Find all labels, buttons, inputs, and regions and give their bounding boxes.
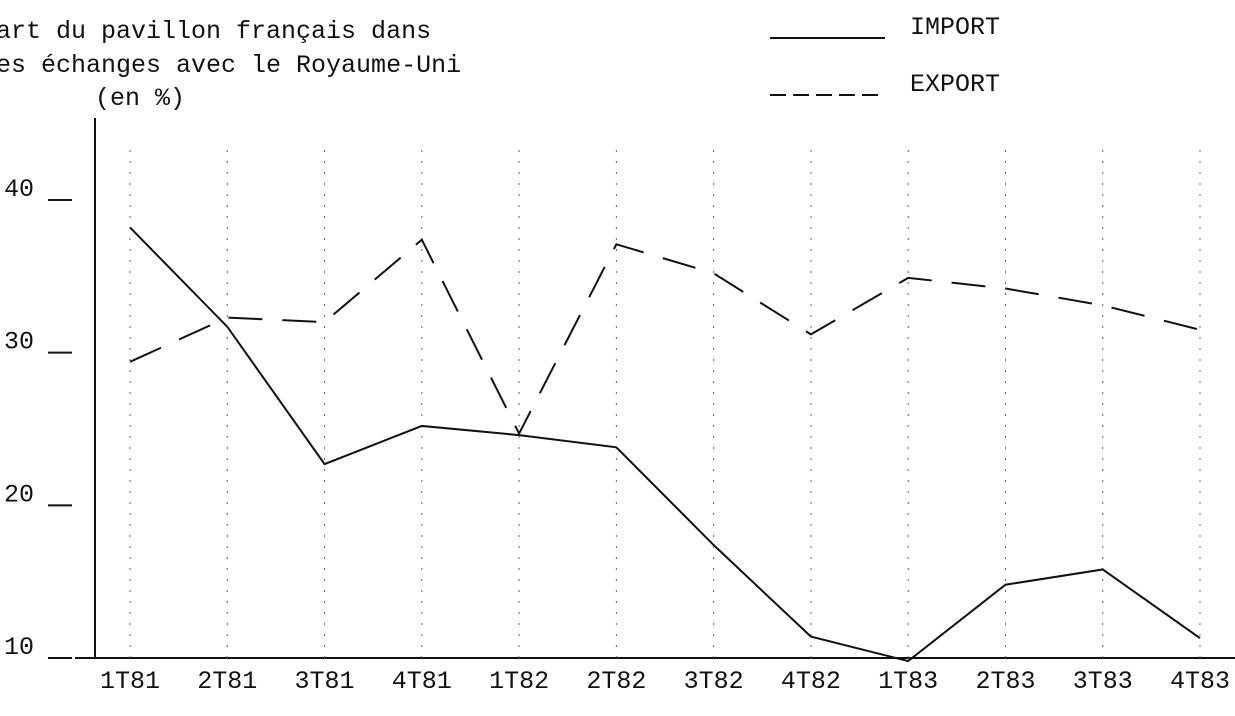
y-tick-label: 10 <box>4 633 34 662</box>
x-tick-label: 2T82 <box>586 667 646 696</box>
legend-label: IMPORT <box>910 13 1000 42</box>
legend-label: EXPORT <box>910 70 1000 99</box>
x-tick-label: 3T83 <box>1073 667 1133 696</box>
series-line <box>129 226 1201 663</box>
x-tick-label: 2T81 <box>197 667 257 696</box>
x-tick-label: 1T83 <box>878 667 938 696</box>
x-tick-label: 1T82 <box>489 667 549 696</box>
y-tick-label: 40 <box>4 175 34 204</box>
x-tick-label: 4T82 <box>781 667 841 696</box>
y-tick-label: 20 <box>4 480 34 509</box>
chart-title: es échanges avec le Royaume-Uni <box>0 51 461 80</box>
x-tick-label: 1T81 <box>100 667 160 696</box>
x-tick-label: 3T81 <box>295 667 355 696</box>
chart-title: art du pavillon français dans <box>0 17 431 46</box>
x-tick-label: 2T83 <box>975 667 1035 696</box>
series-line <box>129 238 1201 436</box>
x-tick-label: 4T81 <box>392 667 452 696</box>
x-tick-label: 3T82 <box>684 667 744 696</box>
y-tick-label: 30 <box>4 328 34 357</box>
x-tick-label: 4T83 <box>1170 667 1230 696</box>
unit-label: (en %) <box>95 84 185 113</box>
